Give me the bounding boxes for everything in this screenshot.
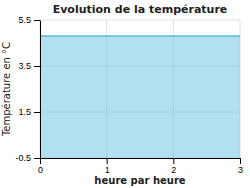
tick-label: -0.5 [15,153,31,163]
tick-label: 1.5 [18,107,31,117]
marks [40,36,240,158]
tick-mark [34,20,40,21]
tick: 1.5 [18,107,40,117]
tick: -0.5 [15,153,40,163]
tick: 2 [171,158,176,175]
tick: 5.5 [18,15,40,25]
tick-label: 1 [105,165,110,175]
grid-line [40,20,41,158]
y-axis: -0.5 1.5 3.5 5.5 [15,15,40,163]
tick: 3 [238,158,243,175]
x-label: heure par heure [94,175,185,186]
grid [40,20,240,158]
grid-line [40,20,240,21]
tick-mark [40,158,41,164]
axis-line [40,21,41,159]
tick-mark [107,158,108,164]
tick-label: 3.5 [18,61,31,71]
chart: 0 1 2 3 -0.5 1.5 3.5 5.5 Evolution de la tempéra… [0,0,250,188]
tick-label: 0 [38,165,43,175]
tick-label: 5.5 [18,15,31,25]
tick-mark [240,158,241,164]
axis-line [41,158,241,159]
area [40,36,240,158]
tick-mark [34,66,40,67]
x-axis: 0 1 2 3 [38,158,243,175]
tick-label: 2 [171,165,176,175]
plot: 0 1 2 3 -0.5 1.5 3.5 5.5 [15,15,243,175]
tick: 1 [105,158,110,175]
tick-mark [34,112,40,113]
y-label: Température en °C [1,42,12,137]
tick: 0 [38,158,43,175]
tick-label: 3 [238,165,243,175]
line [40,35,240,37]
title: Evolution de la température [53,3,228,16]
tick-mark [34,158,40,159]
tick: 3.5 [18,61,40,71]
tick-mark [173,158,174,164]
